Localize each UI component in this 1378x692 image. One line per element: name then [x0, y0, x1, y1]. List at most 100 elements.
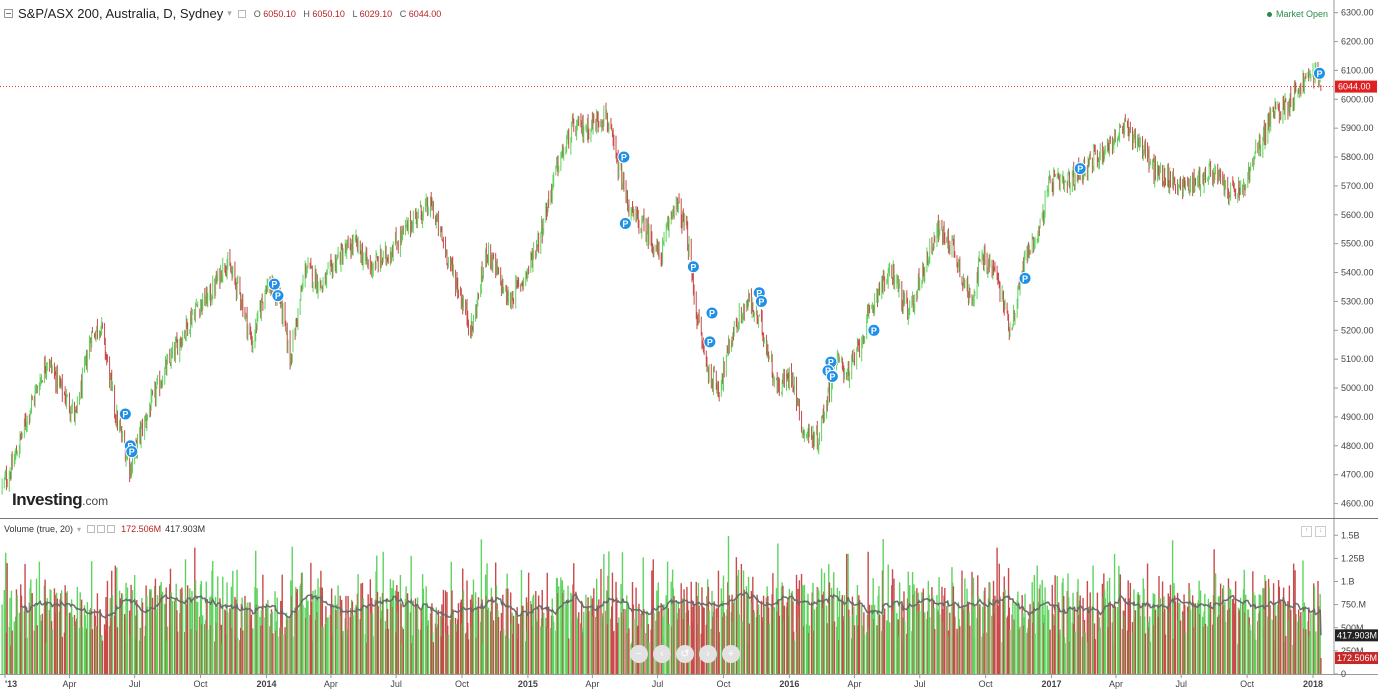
volume-bar	[1051, 584, 1053, 674]
volume-bar	[982, 633, 985, 674]
volume-bar	[421, 622, 423, 674]
reset-icon[interactable]: ↺	[676, 645, 694, 663]
move-down-icon[interactable]: ↓	[1315, 526, 1326, 537]
volume-bar	[571, 594, 574, 674]
symbol-title[interactable]: S&P/ASX 200, Australia, D, Sydney	[18, 6, 224, 21]
volume-bar	[379, 596, 382, 674]
volume-bar	[231, 628, 233, 674]
volume-bar	[610, 618, 612, 674]
volume-bar	[470, 626, 473, 674]
event-marker-label: P	[707, 337, 713, 347]
volume-bar	[1267, 616, 1269, 674]
volume-bar	[151, 611, 153, 674]
scroll-left-icon[interactable]: ‹	[653, 645, 671, 663]
volume-bar	[943, 595, 945, 674]
volume-bar	[1214, 573, 1217, 674]
volume-bar	[434, 623, 437, 674]
volume-bar	[285, 634, 287, 674]
volume-bar	[128, 610, 131, 674]
volume-title[interactable]: Volume (true, 20)	[4, 524, 74, 534]
move-up-icon[interactable]: ↑	[1301, 526, 1312, 537]
volume-bar	[507, 588, 509, 674]
chevron-down-icon[interactable]: ▾	[77, 524, 82, 534]
volume-ma-badge-label: 417.903M	[1337, 630, 1377, 640]
event-marker-label: P	[690, 262, 696, 272]
volume-bar	[840, 598, 843, 674]
volume-bar	[497, 610, 499, 674]
volume-bar	[185, 604, 187, 674]
chart-navigation: − ‹ ↺ › +	[630, 645, 740, 663]
volume-bar	[21, 606, 23, 674]
volume-bar	[86, 602, 89, 674]
volume-bar	[687, 610, 690, 674]
volume-bar	[359, 619, 361, 674]
volume-bar	[401, 626, 404, 674]
volume-bar	[61, 636, 64, 674]
zoom-in-icon[interactable]: +	[722, 645, 740, 663]
volume-bar	[922, 588, 925, 674]
volume-bar	[472, 603, 474, 674]
volume-bar	[387, 628, 389, 674]
volume-bar	[1092, 565, 1094, 674]
volume-bar	[778, 615, 781, 674]
settings-icon[interactable]	[97, 525, 106, 533]
event-marker-label: P	[709, 308, 715, 318]
volume-bar	[817, 588, 819, 674]
volume-bar	[731, 594, 733, 674]
visibility-icon[interactable]	[87, 525, 96, 533]
settings-icon[interactable]	[237, 9, 246, 18]
volume-bar	[798, 580, 801, 674]
volume-bar	[184, 632, 186, 674]
volume-bar	[527, 602, 529, 674]
volume-bar	[1249, 624, 1251, 674]
volume-bar	[555, 630, 557, 674]
volume-bar	[802, 585, 804, 674]
zoom-out-icon[interactable]: −	[630, 645, 648, 663]
volume-bar	[462, 590, 465, 674]
volume-bar	[898, 582, 901, 674]
collapse-pane-icon[interactable]	[4, 9, 13, 18]
volume-bar	[123, 614, 126, 674]
volume-bar	[536, 621, 538, 674]
volume-bar	[1073, 607, 1076, 674]
volume-bar	[891, 569, 894, 674]
volume-bar	[616, 633, 619, 674]
volume-bar	[585, 613, 588, 674]
chevron-down-icon[interactable]: ▾	[227, 8, 232, 18]
volume-bar	[956, 628, 958, 674]
volume-bar	[224, 610, 227, 674]
volume-bar	[780, 586, 783, 674]
volume-bar	[530, 604, 533, 674]
volume-bar	[1137, 591, 1139, 674]
event-markers[interactable]: PPPPPPPPPPPPPPPPPPP	[118, 66, 1326, 459]
volume-bar	[926, 618, 928, 674]
volume-bar	[936, 595, 938, 674]
volume-bar	[1227, 578, 1230, 674]
volume-bar	[1112, 608, 1114, 674]
volume-bar	[164, 604, 166, 674]
volume-bar	[96, 593, 99, 674]
volume-bar	[822, 608, 824, 674]
volume-bar	[410, 555, 412, 674]
volume-bar	[1290, 609, 1292, 674]
volume-bar	[171, 625, 173, 674]
volume-bar	[339, 595, 341, 674]
symbol-legend: S&P/ASX 200, Australia, D, Sydney ▾ O 60…	[4, 6, 446, 21]
volume-bar	[958, 618, 960, 674]
volume-bar	[807, 593, 809, 674]
volume-bar	[461, 623, 463, 674]
volume-bar	[1109, 601, 1111, 674]
price-tick-label: 5000.00	[1341, 383, 1374, 393]
volume-bar	[381, 592, 384, 674]
volume-bar	[826, 623, 829, 674]
volume-bar	[89, 631, 91, 674]
volume-bar	[489, 611, 492, 674]
volume-bar	[1123, 616, 1126, 674]
volume-bar	[866, 615, 869, 674]
volume-bar	[260, 625, 262, 674]
close-icon[interactable]	[107, 525, 116, 533]
volume-legend: Volume (true, 20) ▾ 172.506M 417.903M	[4, 524, 205, 534]
volume-bar	[170, 592, 172, 674]
scroll-right-icon[interactable]: ›	[699, 645, 717, 663]
